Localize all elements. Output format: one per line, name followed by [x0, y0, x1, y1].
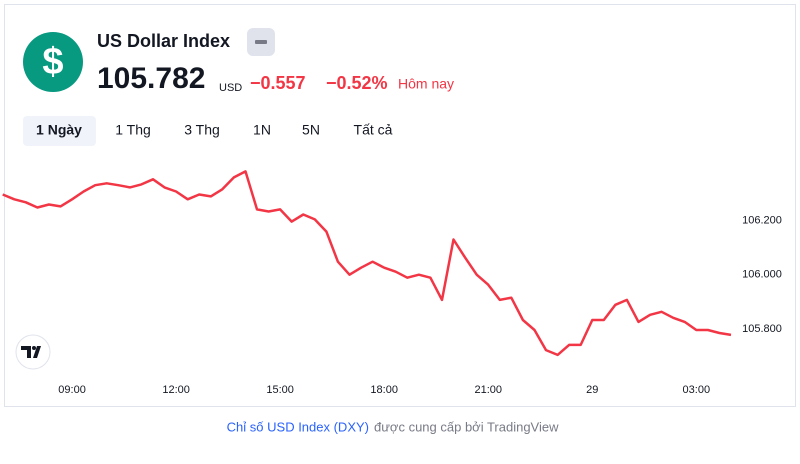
logo: $ — [42, 41, 63, 83]
card — [4, 4, 796, 407]
price: 105.782 — [97, 62, 205, 95]
period: Hôm nay — [398, 76, 454, 92]
x-tick-label: 21:00 — [474, 384, 502, 396]
currency: USD — [219, 82, 242, 94]
x-tick-label: 18:00 — [370, 384, 398, 396]
logo-circle — [23, 32, 83, 92]
tv-logo — [15, 334, 51, 370]
tab[interactable]: Tất cả — [354, 122, 393, 138]
change: −0.557 — [250, 73, 306, 93]
change-percent: −0.52% — [326, 73, 388, 93]
price-line — [2, 170, 732, 357]
tab-selected-bg — [23, 116, 96, 146]
tv-logo-mark — [21, 346, 41, 358]
x-tick-label: 29 — [586, 384, 598, 396]
x-tick-label: 03:00 — [683, 384, 711, 396]
tab[interactable]: 1 Ngày — [36, 122, 82, 138]
y-tick-label: 106.000 — [742, 269, 782, 281]
tv-logo-bg — [15, 334, 51, 370]
x-tick-label: 09:00 — [58, 384, 86, 396]
y-tick-label: 106.200 — [742, 214, 782, 226]
tab[interactable]: 3 Thg — [184, 122, 220, 138]
status-dash — [255, 40, 267, 44]
tv-logo-dot — [32, 346, 36, 350]
tab[interactable]: 1 Thg — [115, 122, 151, 138]
x-tick-label: 15:00 — [266, 384, 294, 396]
y-tick-label: 105.800 — [742, 323, 782, 335]
footer-text: được cung cấp bởi TradingView — [374, 419, 559, 434]
tab[interactable]: 1N — [253, 122, 271, 138]
title: US Dollar Index — [97, 31, 230, 51]
footer-link[interactable]: Chỉ số USD Index (DXY) — [227, 419, 369, 434]
x-tick-label: 12:00 — [162, 384, 190, 396]
tab[interactable]: 5N — [302, 122, 320, 138]
